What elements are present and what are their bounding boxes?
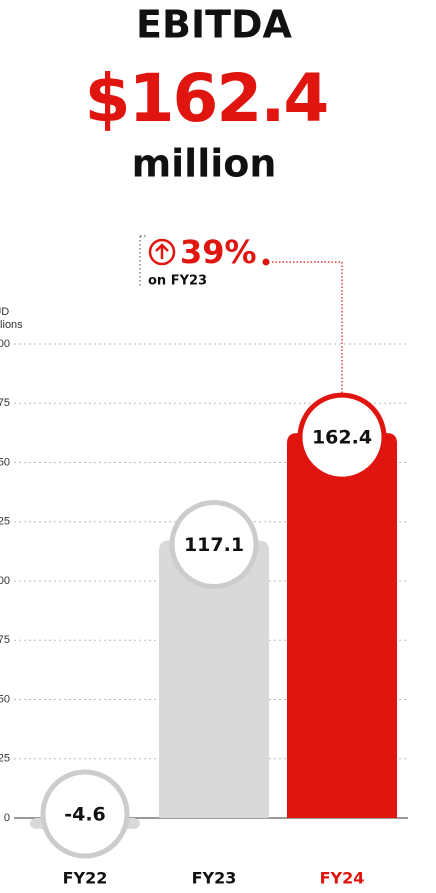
value-badge (40, 769, 130, 859)
annotation-text: on FY23 (148, 274, 207, 289)
y-tick-label: 0 (4, 812, 10, 824)
y-tick-label: 200 (0, 338, 10, 350)
bar (287, 433, 397, 818)
x-tick-label: FY23 (192, 869, 237, 888)
y-tick-label: 50 (0, 693, 10, 705)
y-tick-label: 125 (0, 516, 10, 528)
x-tick-label: FY24 (320, 869, 365, 888)
value-label: 162.4 (312, 427, 372, 449)
value-badge (169, 499, 259, 589)
headline: $162.4 (85, 60, 328, 137)
change-label: 39% (180, 233, 257, 271)
pointer-dot (262, 258, 270, 266)
y-tick-label: 75 (0, 634, 10, 646)
headline-unit: million (132, 142, 277, 186)
y-tick-label: 175 (0, 397, 10, 409)
value-badge (297, 392, 387, 482)
up-icon (148, 238, 176, 266)
y-tick-label: 25 (0, 753, 10, 765)
value-label: -4.6 (64, 804, 106, 826)
chart-title: EBITDA (136, 3, 293, 47)
x-tick-label: FY22 (63, 869, 108, 888)
value-label: 117.1 (184, 534, 244, 556)
up-arrow (155, 243, 169, 259)
y-tick-label: 150 (0, 456, 10, 468)
y-tick-label: 100 (0, 575, 10, 587)
y-axis-label: AUD millions (0, 306, 23, 331)
bar (159, 540, 269, 818)
pointer-line (272, 261, 343, 395)
